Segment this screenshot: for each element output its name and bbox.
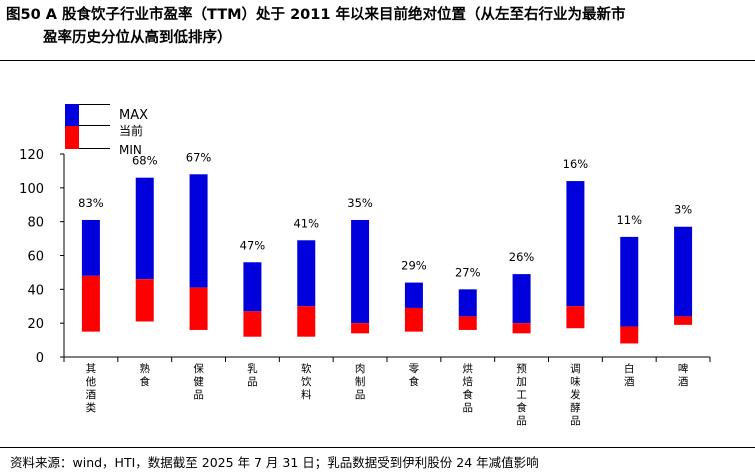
max-segment-bar <box>512 274 531 324</box>
current-segment-bar <box>566 306 585 329</box>
current-segment-bar <box>620 326 639 344</box>
percentile-label: 35% <box>347 196 373 210</box>
y-tick-label: 60 <box>27 250 44 265</box>
bottom-divider <box>0 447 755 448</box>
percentile-label: 47% <box>240 238 266 252</box>
y-tick-label: 20 <box>27 317 44 332</box>
percentile-label: 3% <box>674 203 692 217</box>
legend-current-label: 当前 <box>119 123 143 138</box>
max-segment-bar <box>620 236 639 327</box>
current-segment-bar <box>404 307 423 332</box>
max-segment-bar <box>566 181 585 307</box>
legend-max-label: MAX <box>119 108 148 123</box>
x-category-label: 烘焙食品 <box>463 363 474 414</box>
max-segment-bar <box>243 262 262 312</box>
current-segment-bar <box>243 311 262 337</box>
current-segment-bar <box>297 306 316 337</box>
current-segment-bar <box>135 279 154 322</box>
title-line-1: 图50 A 股食饮子行业市盈率（TTM）处于 2011 年以来目前绝对位置（从左… <box>6 7 626 23</box>
percentile-label: 29% <box>401 259 427 273</box>
y-tick-label: 40 <box>27 283 44 298</box>
current-segment-bar <box>189 287 208 330</box>
max-segment-bar <box>297 240 316 307</box>
y-tick-label: 120 <box>19 148 44 163</box>
percentile-label: 83% <box>78 196 104 210</box>
current-segment-bar <box>81 275 100 332</box>
percentile-range-chart: 0 20 40 60 80 100 120 其他酒类 熟食 保健品 乳品 软饮料 肉制品 零食 烘焙食品 预… <box>19 104 711 427</box>
x-category-label: 肉制品 <box>355 362 366 401</box>
max-segment-bar <box>458 289 477 317</box>
source-note: 资料来源：wind，HTI，数据截至 2025 年 7 月 31 日；乳品数据受… <box>10 455 539 470</box>
x-category-label: 保健品 <box>193 362 204 401</box>
x-category-label: 熟食 <box>140 362 151 388</box>
max-segment-bar <box>135 177 154 280</box>
max-segment-bar <box>674 226 693 317</box>
percentile-label: 67% <box>186 150 212 164</box>
max-segment-bar <box>81 219 100 276</box>
percentile-label: 41% <box>293 216 319 230</box>
title-line-2: 盈率历史分位从高到低排序） <box>43 30 232 46</box>
legend-max-swatch <box>65 104 79 126</box>
y-tick-label: 80 <box>27 216 44 231</box>
percentile-label: 27% <box>455 265 481 279</box>
legend-min-label: MIN <box>119 143 142 157</box>
x-category-label: 零食 <box>409 363 420 388</box>
percentile-label: 68% <box>132 154 158 168</box>
top-divider <box>0 60 755 61</box>
current-segment-bar <box>674 316 693 325</box>
legend-current-swatch <box>65 126 79 149</box>
current-segment-bar <box>351 323 370 334</box>
y-tick-label: 0 <box>36 351 44 366</box>
max-segment-bar <box>404 282 423 308</box>
current-segment-bar <box>512 323 531 334</box>
x-category-label: 其他酒类 <box>86 363 97 414</box>
percentile-label: 11% <box>616 213 642 227</box>
percentile-label: 16% <box>563 157 589 171</box>
x-category-label: 白酒 <box>624 362 635 388</box>
percentile-label: 26% <box>509 250 535 264</box>
x-category-label: 乳品 <box>247 362 258 388</box>
x-category-label: 啤酒 <box>678 363 689 388</box>
bars: 83% 68% 67% 47% 41% 35% 29% 27% 26% 16% 11% 3% <box>78 150 693 344</box>
y-tick-label: 100 <box>19 182 44 197</box>
x-category-label: 调味发酵品 <box>570 363 581 427</box>
x-category-label: 预加工食品 <box>516 363 527 427</box>
max-segment-bar <box>189 174 208 288</box>
y-axis: 0 20 40 60 80 100 120 <box>19 148 65 366</box>
page-title: 图50 A 股食饮子行业市盈率（TTM）处于 2011 年以来目前绝对位置（从左… <box>6 4 751 50</box>
max-segment-bar <box>351 219 370 324</box>
x-axis: 其他酒类 熟食 保健品 乳品 软饮料 肉制品 零食 烘焙食品 预加工食品 调味发酵品 白酒 啤酒 <box>63 356 711 427</box>
x-category-label: 软饮料 <box>301 362 312 401</box>
current-segment-bar <box>458 316 477 330</box>
